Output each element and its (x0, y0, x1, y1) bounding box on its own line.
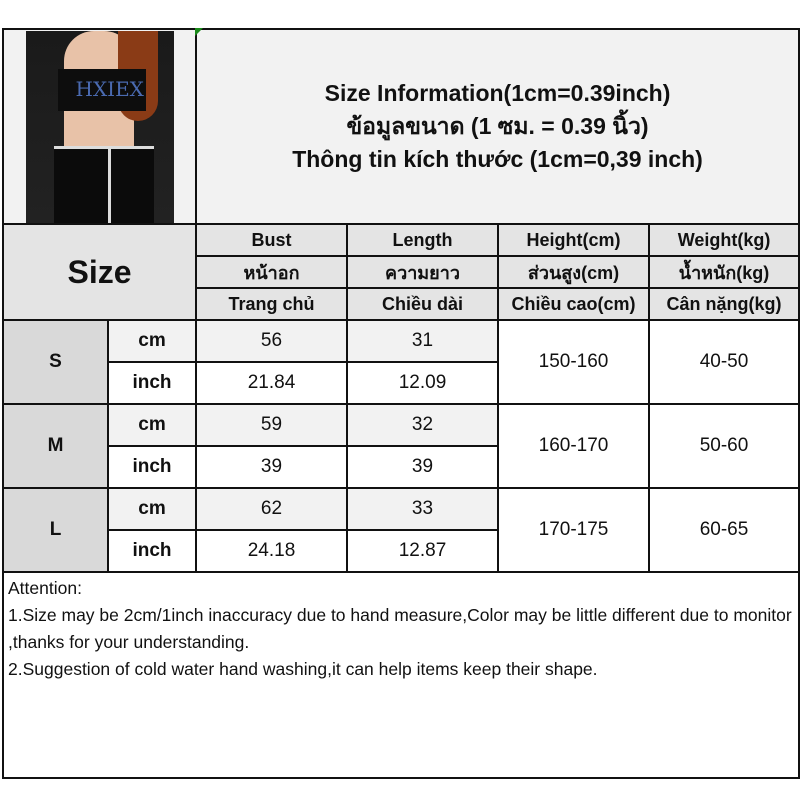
size-label: L (2, 487, 109, 573)
height-header-en: Height(cm) (497, 223, 650, 257)
length-cm: 31 (346, 319, 499, 363)
length-header-vi: Chiều dài (346, 287, 499, 321)
table-row: L cm 62 33 170-175 60-65 (2, 487, 800, 573)
unit-label: inch (107, 445, 197, 489)
bust-cm: 62 (195, 487, 348, 531)
weight-header-vi: Cân nặng(kg) (647, 287, 800, 321)
unit-label: inch (107, 361, 197, 405)
weight-range: 50-60 (647, 403, 800, 489)
weight-header-en: Weight(kg) (647, 223, 800, 257)
bust-inch: 21.84 (195, 361, 348, 405)
table-row: inch 24.18 12.87 (3, 529, 799, 573)
attention-heading: Attention: (8, 578, 82, 598)
title-english: Size Information(1cm=0.39inch) (324, 80, 671, 106)
weight-range: 40-50 (647, 319, 800, 405)
attention-notes: Attention: 1.Size may be 2cm/1inch inacc… (1, 571, 800, 779)
size-chart-table: HXIEX Size Information(1cm=0.39inch) ข้อ… (1, 28, 800, 779)
size-label: M (2, 403, 109, 489)
weight-range: 60-65 (647, 487, 800, 573)
product-photo: HXIEX (25, 30, 174, 223)
attention-line-1: 1.Size may be 2cm/1inch inaccuracy due t… (8, 605, 792, 652)
length-header-en: Length (346, 223, 499, 257)
bust-cm: 56 (195, 319, 348, 363)
bust-cm: 59 (195, 403, 348, 447)
size-label: S (2, 319, 109, 405)
unit-label: cm (107, 403, 197, 447)
length-header-th: ความยาว (346, 255, 499, 289)
length-inch: 12.09 (346, 361, 499, 405)
length-inch: 39 (346, 445, 499, 489)
unit-label: cm (107, 487, 197, 531)
size-header: Size (2, 223, 197, 321)
unit-label: cm (107, 319, 197, 363)
attention-line-2: 2.Suggestion of cold water hand washing,… (8, 659, 598, 679)
length-cm: 32 (346, 403, 499, 447)
bust-header-vi: Trang chủ (195, 287, 348, 321)
cell-marker-icon (195, 28, 203, 36)
size-information-title: Size Information(1cm=0.39inch) ข้อมูลขนา… (194, 28, 800, 225)
product-photo-cell: HXIEX (2, 28, 197, 225)
unit-label: inch (107, 529, 197, 573)
height-header-vi: Chiều cao(cm) (497, 287, 650, 321)
bust-header-en: Bust (195, 223, 348, 257)
length-cm: 33 (346, 487, 499, 531)
height-header-th: ส่วนสูง(cm) (497, 255, 650, 289)
table-row: S cm 56 31 150-160 40-50 (2, 319, 800, 405)
height-range: 170-175 (497, 487, 650, 573)
table-row: inch 39 39 (3, 445, 799, 489)
weight-header-th: น้ำหนัก(kg) (647, 255, 800, 289)
bust-inch: 39 (195, 445, 348, 489)
height-range: 150-160 (497, 319, 650, 405)
table-row: inch 21.84 12.09 (3, 361, 799, 405)
height-range: 160-170 (497, 403, 650, 489)
title-thai: ข้อมูลขนาด (1 ซม. = 0.39 นิ้ว) (346, 113, 649, 139)
table-row: M cm 59 32 160-170 50-60 (2, 403, 800, 489)
title-vietnamese: Thông tin kích thước (1cm=0,39 inch) (292, 146, 703, 172)
bust-inch: 24.18 (195, 529, 348, 573)
bust-header-th: หน้าอก (195, 255, 348, 289)
length-inch: 12.87 (346, 529, 499, 573)
